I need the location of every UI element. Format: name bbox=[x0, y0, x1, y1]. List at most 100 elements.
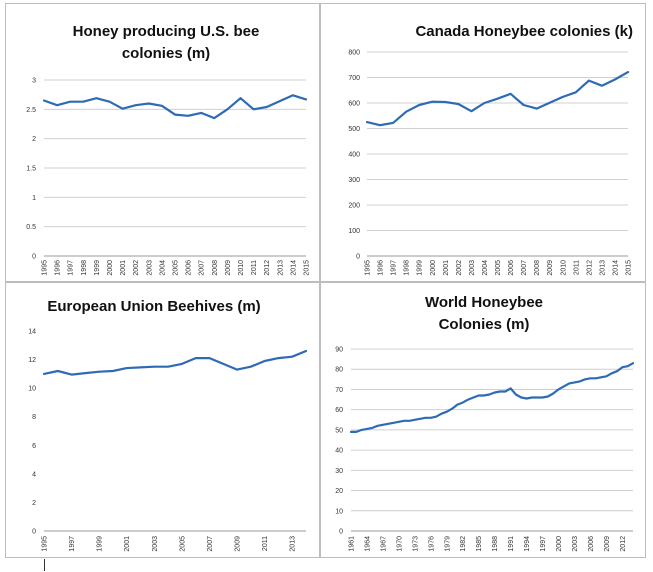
y-tick-label: 4 bbox=[32, 471, 36, 478]
x-tick-label: 2008 bbox=[534, 260, 541, 276]
data-point bbox=[292, 94, 294, 97]
text-cursor bbox=[44, 559, 45, 571]
data-point bbox=[139, 366, 142, 369]
y-tick-label: 2 bbox=[32, 136, 36, 143]
data-point bbox=[181, 363, 183, 365]
x-tick-label: 1988 bbox=[492, 536, 499, 552]
x-tick-label: 2005 bbox=[179, 536, 186, 552]
x-tick-label: 1979 bbox=[444, 536, 451, 552]
y-tick-label: 40 bbox=[335, 448, 343, 455]
x-tick-label: 2004 bbox=[159, 260, 166, 276]
data-point bbox=[43, 99, 45, 102]
world-colonies-panel: World Honeybee Colonies (m) 0 10 20 30 40 50 60 7… bbox=[320, 282, 646, 558]
data-point bbox=[366, 121, 368, 123]
chart-title-line: Canada Honeybee colonies (k) bbox=[415, 23, 633, 40]
x-tick-label: 2007 bbox=[521, 260, 528, 276]
y-tick-label: 6 bbox=[32, 443, 36, 450]
data-point bbox=[589, 377, 592, 380]
data-point bbox=[504, 390, 507, 393]
x-tick-label: 1999 bbox=[417, 260, 424, 276]
x-tick-label: 2005 bbox=[495, 260, 502, 276]
chart-svg: Canada Honeybee colonies (k) 0 100 200 300 40… bbox=[348, 23, 633, 276]
y-tick-label: 10 bbox=[28, 386, 36, 393]
data-point bbox=[236, 368, 238, 371]
y-tick-label: 400 bbox=[348, 152, 360, 159]
x-tick-label: 1961 bbox=[349, 536, 356, 552]
x-tick-label: 2001 bbox=[124, 536, 131, 552]
data-point bbox=[467, 398, 469, 401]
x-tick-label: 2007 bbox=[199, 260, 206, 276]
data-point bbox=[548, 101, 551, 104]
chart-title-line: European Union Beehives (m) bbox=[47, 298, 260, 315]
x-tick-label: 2003 bbox=[152, 536, 159, 552]
data-point bbox=[573, 381, 576, 384]
series-line bbox=[42, 349, 308, 376]
y-tick-label: 300 bbox=[348, 177, 360, 184]
y-tick-label: 1 bbox=[32, 195, 36, 202]
data-point bbox=[194, 357, 197, 359]
chart-svg: European Union Beehives (m) 0 2 4 6 8 10 12 14 19… bbox=[28, 298, 308, 552]
y-tick-label: 0 bbox=[356, 254, 360, 261]
y-tick-label: 12 bbox=[28, 357, 36, 364]
data-point bbox=[226, 108, 229, 111]
y-tick-label: 80 bbox=[335, 367, 343, 374]
x-tick-label: 2005 bbox=[173, 260, 180, 276]
data-point bbox=[305, 350, 307, 352]
chart-svg: World Honeybee Colonies (m) 0 10 20 30 40 50 60 7… bbox=[335, 294, 635, 552]
y-tick-label: 3 bbox=[32, 78, 36, 85]
data-point bbox=[376, 425, 379, 427]
data-point bbox=[541, 396, 544, 399]
x-tick-label: 1991 bbox=[508, 536, 515, 552]
x-tick-label: 2013 bbox=[277, 260, 284, 276]
data-point bbox=[291, 355, 294, 358]
data-point bbox=[446, 410, 448, 413]
data-point bbox=[509, 93, 512, 95]
data-point bbox=[392, 122, 394, 124]
x-tick-label: 1999 bbox=[94, 260, 101, 276]
data-point bbox=[483, 102, 486, 104]
y-tick-label: 10 bbox=[335, 508, 343, 515]
data-point bbox=[579, 380, 581, 383]
x-tick-label: 2011 bbox=[262, 536, 269, 551]
data-point bbox=[600, 376, 602, 379]
x-tick-label: 1982 bbox=[460, 536, 467, 552]
data-point bbox=[265, 106, 268, 108]
data-point bbox=[430, 417, 432, 419]
data-point bbox=[392, 422, 395, 424]
x-tick-label: 2001 bbox=[443, 260, 450, 276]
data-point bbox=[405, 110, 407, 113]
x-tick-label: 2007 bbox=[207, 536, 214, 552]
x-tick-label: 1997 bbox=[68, 260, 75, 276]
data-point bbox=[488, 393, 491, 396]
x-tick-label: 1996 bbox=[55, 260, 62, 276]
us-bee-colonies-panel: Honey producing U.S. bee colonies (m) 0 0.5… bbox=[5, 3, 320, 282]
y-tick-label: 1.5 bbox=[26, 166, 36, 173]
x-tick-label: 2009 bbox=[225, 260, 232, 276]
x-tick-label: 2010 bbox=[560, 260, 567, 276]
data-point bbox=[252, 108, 255, 111]
data-point bbox=[562, 96, 564, 98]
y-tick-label: 200 bbox=[348, 203, 360, 210]
data-point bbox=[451, 407, 453, 410]
data-point bbox=[520, 396, 523, 399]
data-point bbox=[108, 100, 111, 103]
x-tick-label: 1976 bbox=[428, 536, 435, 552]
y-tick-label: 700 bbox=[348, 75, 360, 82]
x-tick-label: 2002 bbox=[456, 260, 463, 276]
data-point bbox=[208, 357, 211, 359]
x-tick-label: 2003 bbox=[572, 536, 579, 552]
x-tick-label: 2006 bbox=[508, 260, 515, 276]
data-point bbox=[435, 415, 437, 418]
x-tick-label: 1996 bbox=[378, 260, 385, 276]
y-tick-label: 0.5 bbox=[26, 224, 36, 231]
x-tick-label: 2014 bbox=[290, 260, 297, 276]
x-tick-label: 2012 bbox=[586, 260, 593, 276]
chart-title-line: Honey producing U.S. bee bbox=[73, 23, 260, 40]
y-tick-label: 100 bbox=[348, 228, 360, 235]
x-tick-label: 2003 bbox=[146, 260, 153, 276]
y-tick-label: 14 bbox=[28, 329, 36, 336]
data-point bbox=[418, 104, 420, 106]
x-tick-label: 2012 bbox=[620, 536, 627, 552]
data-point bbox=[382, 424, 384, 426]
data-point bbox=[440, 412, 443, 415]
